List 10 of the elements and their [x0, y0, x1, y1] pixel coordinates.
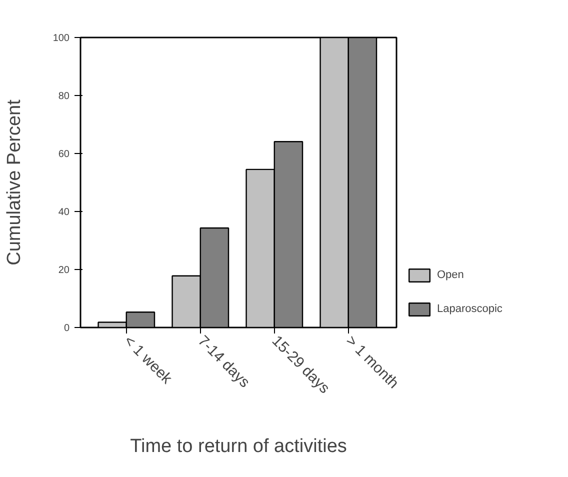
legend-label: Open: [437, 269, 464, 281]
legend-label: Laparoscopic: [437, 303, 502, 315]
y-tick-label: 20: [58, 265, 70, 276]
y-tick-label: 100: [52, 33, 70, 44]
y-tick-label: 40: [58, 207, 70, 218]
y-tick-label: 60: [58, 149, 70, 160]
y-axis-title: Cumulative Percent: [4, 98, 25, 266]
y-tick-label: 80: [58, 91, 70, 102]
x-axis-title: Time to return of activities: [130, 436, 347, 457]
y-tick-label: 0: [64, 323, 70, 334]
